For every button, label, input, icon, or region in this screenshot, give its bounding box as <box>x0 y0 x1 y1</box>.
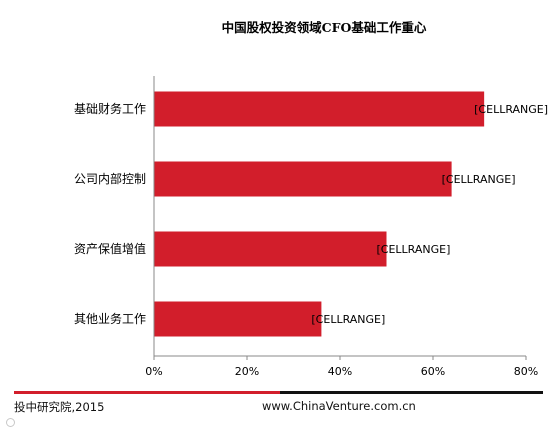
x-tick-label-4: 80% <box>514 365 538 378</box>
website-link[interactable]: www.ChinaVenture.com.cn <box>262 399 416 413</box>
chart-title: 中国股权投资领域CFO基础工作重心 <box>222 20 427 35</box>
footer-divider-black <box>280 391 543 394</box>
x-tick-label-1: 20% <box>235 365 259 378</box>
data-label-2: [CELLRANGE] <box>377 243 451 256</box>
data-label-1: [CELLRANGE] <box>442 173 516 186</box>
footer-divider-red <box>14 391 280 394</box>
watermark-icon <box>6 418 15 427</box>
category-label-1: 公司内部控制 <box>74 171 146 186</box>
category-label-0: 基础财务工作 <box>74 101 146 116</box>
source-note: 投中研究院,2015 <box>14 400 105 414</box>
x-tick-label-0: 0% <box>145 365 162 378</box>
x-tick-label-2: 40% <box>328 365 352 378</box>
x-tick-label-3: 60% <box>421 365 445 378</box>
data-label-3: [CELLRANGE] <box>311 313 385 326</box>
category-label-3: 其他业务工作 <box>74 311 146 326</box>
category-label-2: 资产保值增值 <box>74 241 146 256</box>
bar-0 <box>154 91 485 127</box>
bar-2 <box>154 231 387 267</box>
bar-3 <box>154 301 322 337</box>
bar-1 <box>154 161 452 197</box>
data-label-0: [CELLRANGE] <box>474 103 548 116</box>
